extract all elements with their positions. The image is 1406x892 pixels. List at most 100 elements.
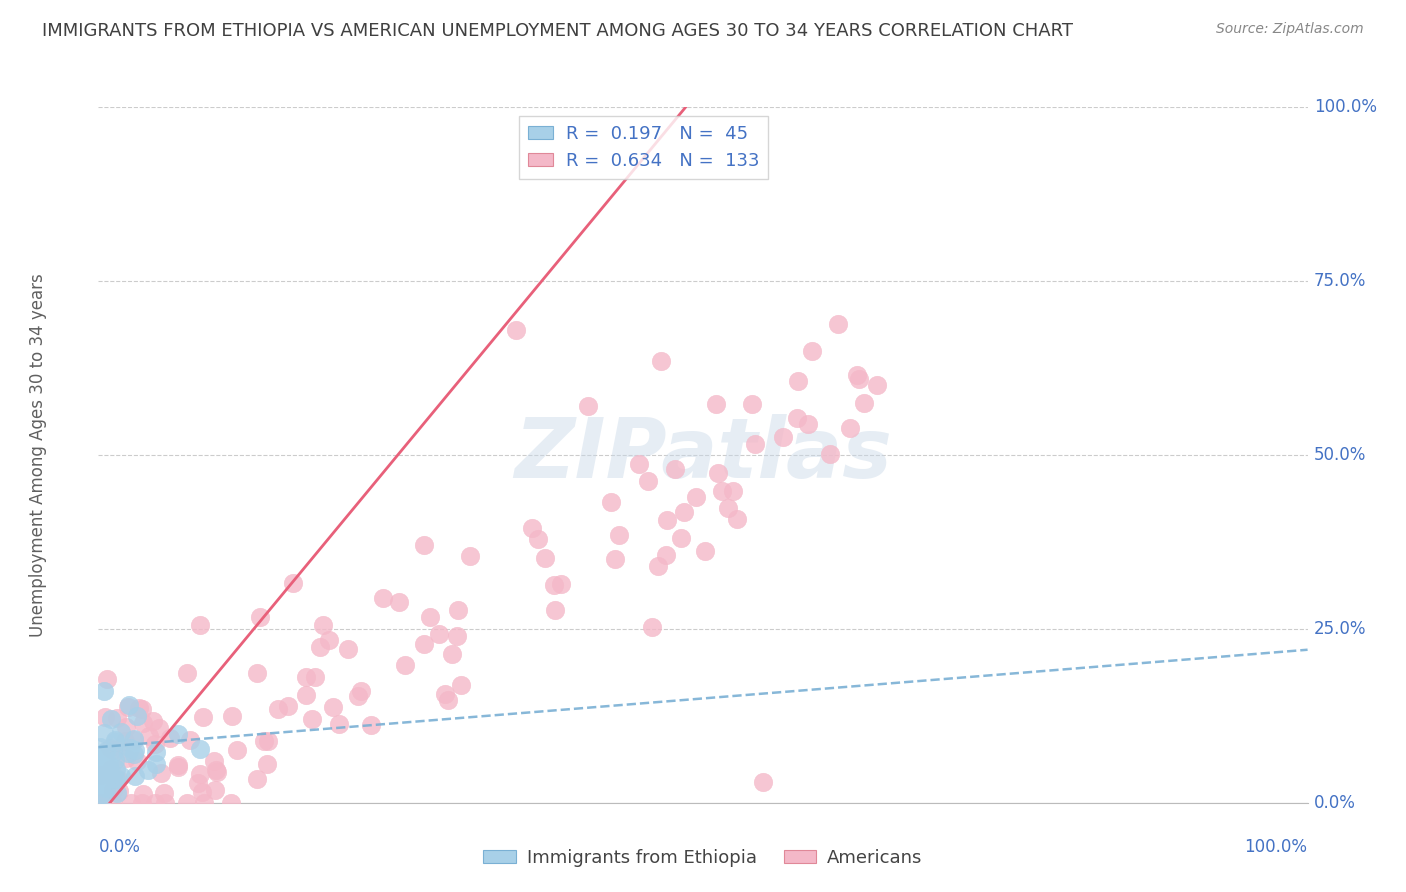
Point (104, 733, 127, 747)
Point (637, 475, 659, 489)
Point (219, 796, 242, 810)
Point (655, 548, 678, 562)
Point (205, 764, 228, 779)
Point (166, 758, 188, 772)
Point (98, 757, 121, 772)
Point (534, 550, 557, 565)
Text: Source: ZipAtlas.com: Source: ZipAtlas.com (1216, 22, 1364, 37)
Point (124, 769, 146, 783)
Point (128, 700, 150, 714)
Point (717, 501, 740, 516)
Point (132, 787, 155, 801)
Point (543, 578, 565, 592)
Point (576, 399, 599, 413)
Point (318, 633, 340, 648)
Point (96, 672, 118, 686)
Point (707, 467, 730, 481)
Point (388, 595, 411, 609)
Point (838, 421, 860, 435)
Point (741, 396, 763, 410)
Point (704, 397, 727, 411)
Point (309, 640, 332, 654)
Point (89, 739, 111, 754)
Point (176, 666, 198, 681)
Point (673, 505, 696, 519)
Point (90, 767, 112, 781)
Point (118, 698, 141, 713)
Point (846, 368, 869, 382)
Point (115, 720, 138, 734)
Point (104, 753, 127, 767)
Point (640, 620, 662, 634)
Point (89, 770, 111, 784)
Point (418, 610, 440, 624)
Point (138, 729, 160, 743)
Point (153, 796, 176, 810)
Point (413, 637, 436, 651)
Point (337, 642, 360, 657)
Point (427, 627, 450, 641)
Point (120, 740, 142, 755)
Point (257, 733, 280, 747)
Text: IMMIGRANTS FROM ETHIOPIA VS AMERICAN UNEMPLOYMENT AMONG AGES 30 TO 34 YEARS CORR: IMMIGRANTS FROM ETHIOPIA VS AMERICAN UNE… (42, 22, 1073, 40)
Point (322, 700, 344, 714)
Point (796, 417, 818, 431)
Point (122, 731, 145, 746)
Point (145, 796, 167, 810)
Point (450, 678, 472, 692)
Point (124, 743, 146, 757)
Text: 0.0%: 0.0% (98, 838, 141, 855)
Point (609, 527, 631, 541)
Point (104, 735, 127, 749)
Point (90, 749, 112, 764)
Point (786, 410, 808, 425)
Point (132, 715, 155, 730)
Point (655, 513, 678, 527)
Point (145, 756, 167, 771)
Point (110, 724, 132, 739)
Point (166, 727, 188, 741)
Point (752, 775, 775, 789)
Point (103, 771, 125, 785)
Point (94, 780, 117, 795)
Point (543, 603, 565, 617)
Point (710, 483, 733, 498)
Point (328, 717, 350, 731)
Point (153, 785, 176, 799)
Point (505, 323, 527, 337)
Point (295, 670, 318, 684)
Point (125, 709, 148, 723)
Point (110, 769, 132, 783)
Point (853, 396, 876, 410)
Point (101, 783, 124, 797)
Point (204, 783, 226, 797)
Point (191, 709, 214, 723)
Point (131, 702, 153, 716)
Point (226, 743, 249, 757)
Point (93, 774, 115, 789)
Point (412, 538, 434, 552)
Point (167, 760, 190, 774)
Point (437, 693, 460, 707)
Point (350, 683, 373, 698)
Point (150, 765, 173, 780)
Point (647, 559, 669, 574)
Point (104, 762, 127, 776)
Point (93, 710, 115, 724)
Point (107, 784, 129, 798)
Point (94, 743, 117, 757)
Point (117, 700, 139, 714)
Point (89, 788, 111, 802)
Point (107, 772, 129, 786)
Point (101, 783, 124, 797)
Legend: Immigrants from Ethiopia, Americans: Immigrants from Ethiopia, Americans (477, 842, 929, 874)
Point (97, 762, 120, 776)
Point (176, 796, 198, 810)
Text: 50.0%: 50.0% (1313, 446, 1367, 464)
Legend: R =  0.197   N =  45, R =  0.634   N =  133: R = 0.197 N = 45, R = 0.634 N = 133 (519, 116, 768, 179)
Text: 0.0%: 0.0% (1313, 794, 1355, 812)
Point (304, 670, 326, 684)
Point (664, 461, 686, 475)
Point (347, 690, 370, 704)
Point (100, 762, 122, 776)
